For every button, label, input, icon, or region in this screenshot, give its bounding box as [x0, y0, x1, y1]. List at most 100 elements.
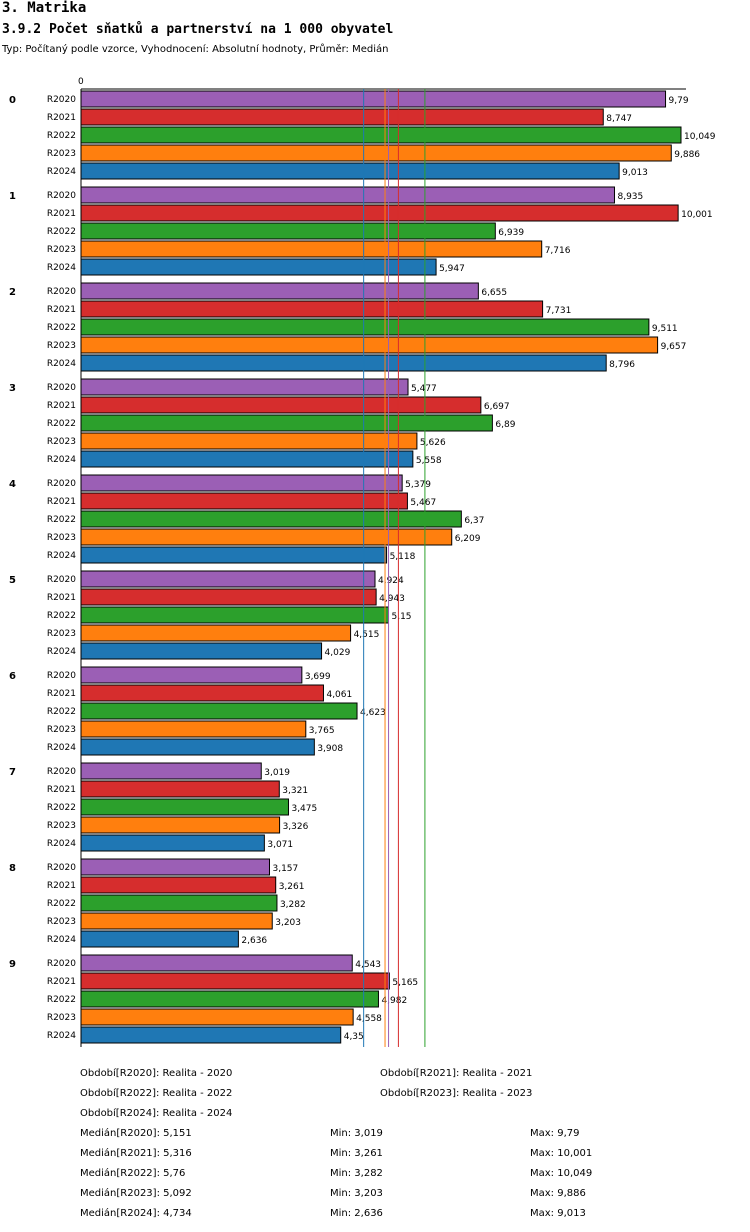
bar: [80, 222, 496, 240]
bar: [80, 546, 388, 564]
data-label: 9,886: [674, 150, 700, 160]
bar: [80, 1026, 342, 1044]
bar: [80, 606, 389, 624]
x-axis-origin-label: 0: [78, 77, 84, 87]
bar: [80, 834, 265, 852]
chart-title: 3.9.2 Počet sňatků a partnerství na 1 00…: [2, 22, 394, 37]
bar: [80, 318, 650, 336]
bar: [80, 876, 277, 894]
bar: [80, 396, 482, 414]
bar: [80, 240, 543, 258]
bar: [80, 144, 672, 162]
data-label: 4,982: [381, 996, 407, 1006]
bar: [80, 354, 607, 372]
bar: [80, 528, 453, 546]
series-label: R2024: [47, 167, 76, 177]
data-label: 3,475: [291, 804, 317, 814]
data-label: 9,013: [622, 168, 648, 178]
bar: [80, 126, 682, 144]
series-label: R2023: [47, 341, 76, 351]
series-label: R2023: [47, 437, 76, 447]
series-label: R2020: [47, 287, 76, 297]
data-label: 3,071: [267, 840, 293, 850]
bar: [80, 258, 437, 276]
category-label: 2: [9, 287, 16, 298]
series-label: R2020: [47, 863, 76, 873]
stat-median: Medián[R2023]: 5,092: [80, 1188, 192, 1199]
data-label: 5,558: [416, 456, 442, 466]
data-label: 4,623: [360, 708, 386, 718]
series-label: R2024: [47, 935, 76, 945]
stat-max: Max: 10,049: [530, 1168, 593, 1179]
data-label: 6,697: [484, 402, 510, 412]
series-label: R2020: [47, 191, 76, 201]
bar: [80, 954, 353, 972]
data-label: 4,943: [379, 594, 405, 604]
bar: [80, 666, 303, 684]
bar: [80, 570, 376, 588]
series-label: R2020: [47, 575, 76, 585]
legend-item-r2022: Období[R2022]: Realita - 2022: [80, 1088, 233, 1099]
series-label: R2022: [47, 131, 76, 141]
data-label: 4,558: [356, 1014, 382, 1024]
bar: [80, 684, 324, 702]
data-label: 8,796: [609, 360, 635, 370]
series-label: R2022: [47, 707, 76, 717]
legend-item-r2024: Období[R2024]: Realita - 2024: [80, 1108, 233, 1119]
data-label: 2,636: [241, 936, 267, 946]
bar: [80, 414, 493, 432]
series-label: R2024: [47, 839, 76, 849]
series-label: R2020: [47, 671, 76, 681]
series-label: R2022: [47, 419, 76, 429]
series-label: R2022: [47, 227, 76, 237]
data-label: 4,061: [326, 690, 352, 700]
data-label: 6,655: [481, 288, 507, 298]
bar: [80, 450, 414, 468]
bar: [80, 432, 418, 450]
data-label: 6,89: [495, 420, 515, 430]
bar: [80, 798, 289, 816]
series-label: R2022: [47, 899, 76, 909]
series-label: R2021: [47, 881, 76, 891]
data-label: 9,657: [661, 342, 687, 352]
series-label: R2024: [47, 455, 76, 465]
category-label: 7: [9, 767, 16, 778]
bar: [80, 1008, 354, 1026]
bar: [80, 816, 281, 834]
series-label: R2023: [47, 725, 76, 735]
series-label: R2022: [47, 323, 76, 333]
series-label: R2020: [47, 767, 76, 777]
category-label: 9: [9, 959, 16, 970]
series-label: R2021: [47, 977, 76, 987]
category-label: 6: [9, 671, 16, 682]
bar: [80, 894, 278, 912]
series-label: R2024: [47, 263, 76, 273]
data-label: 5,15: [391, 612, 411, 622]
series-label: R2022: [47, 611, 76, 621]
category-label: 5: [9, 575, 16, 586]
series-label: R2023: [47, 821, 76, 831]
data-label: 5,379: [405, 480, 431, 490]
stat-max: Max: 9,886: [530, 1188, 586, 1199]
category-label: 3: [9, 383, 16, 394]
series-label: R2024: [47, 551, 76, 561]
section-title: 3. Matrika: [2, 0, 87, 16]
stat-min: Min: 2,636: [330, 1208, 383, 1219]
chart-subtitle: Typ: Počítaný podle vzorce, Vyhodnocení:…: [2, 44, 389, 55]
data-label: 5,626: [420, 438, 446, 448]
series-label: R2024: [47, 647, 76, 657]
bar: [80, 930, 239, 948]
data-label: 10,001: [681, 210, 713, 220]
series-label: R2023: [47, 917, 76, 927]
data-label: 8,747: [606, 114, 632, 124]
legend-item-r2021: Období[R2021]: Realita - 2021: [380, 1068, 533, 1079]
data-label: 3,699: [305, 672, 331, 682]
data-label: 3,326: [283, 822, 309, 832]
series-label: R2024: [47, 743, 76, 753]
bar: [80, 588, 377, 606]
bar: [80, 336, 659, 354]
data-label: 7,731: [546, 306, 572, 316]
series-label: R2023: [47, 1013, 76, 1023]
category-label: 0: [9, 95, 16, 106]
